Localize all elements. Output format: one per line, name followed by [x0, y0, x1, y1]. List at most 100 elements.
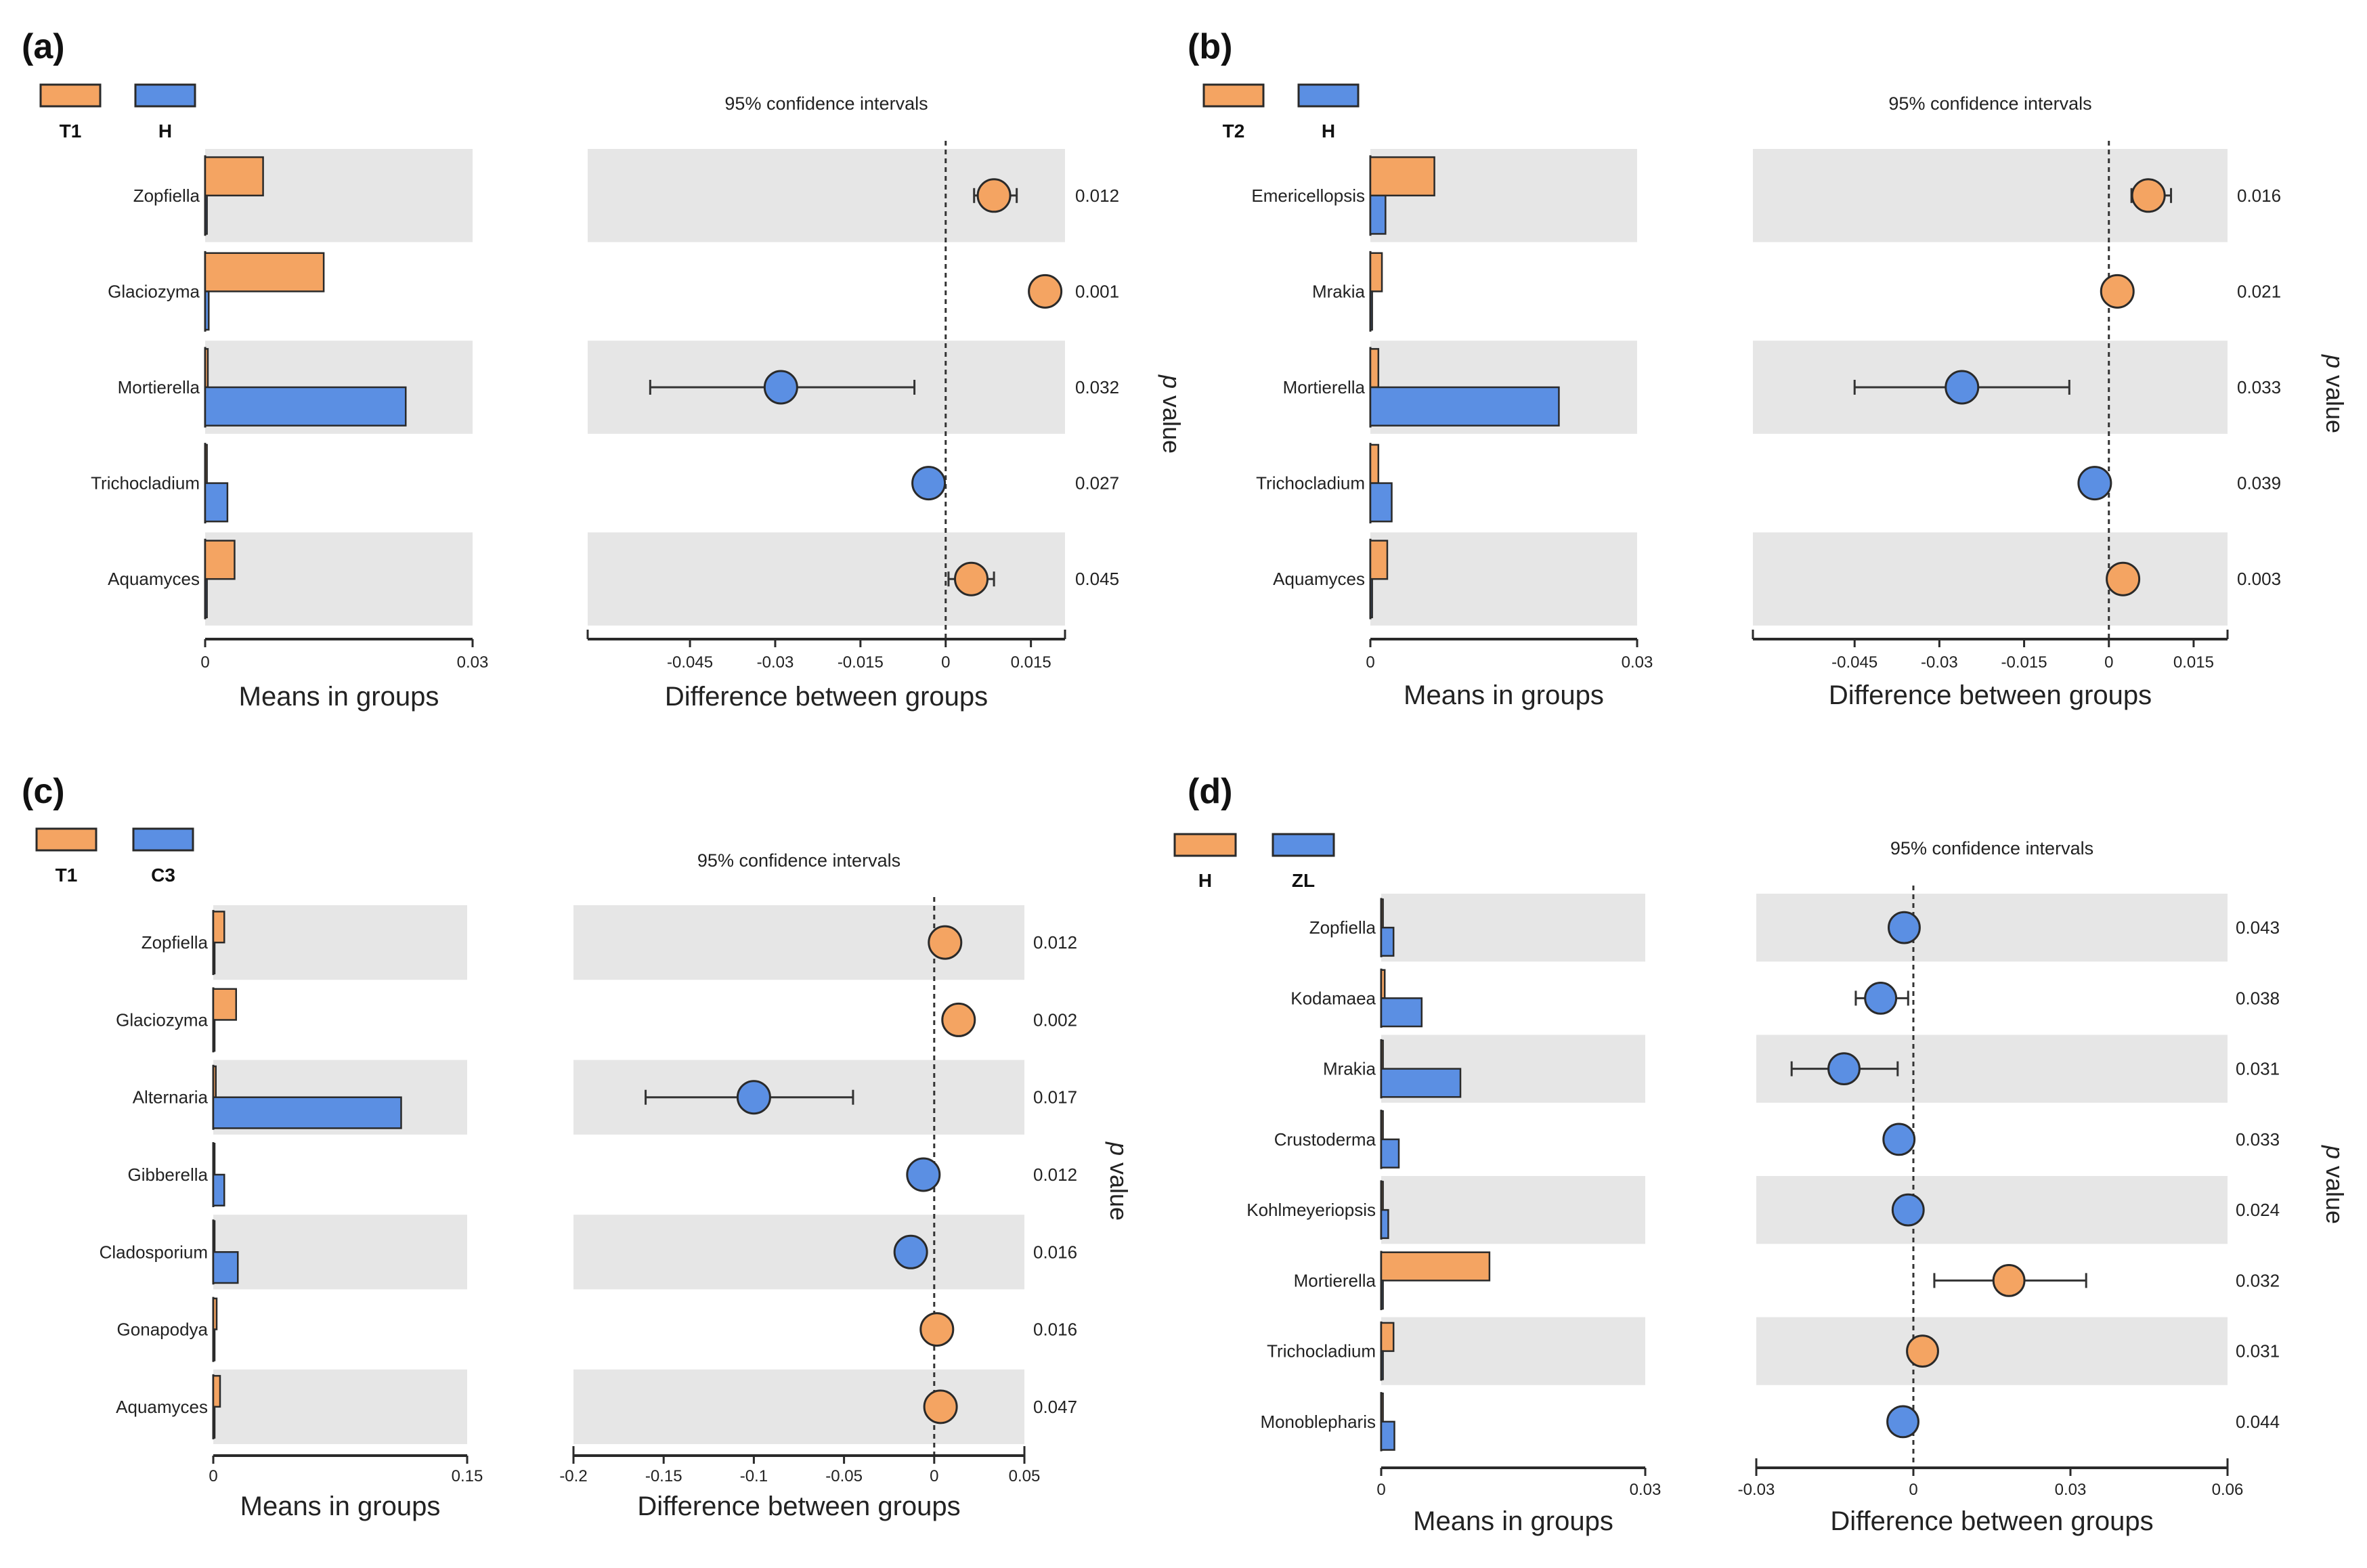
p-value-axis-label: p value: [1105, 1141, 1133, 1221]
bar-h: [1380, 1251, 1491, 1282]
panel-label: (a): [22, 27, 65, 66]
p-value-label: 0.033: [2237, 377, 2281, 397]
diff-point: [1864, 981, 1898, 1015]
bar-t2: [1369, 348, 1380, 389]
diff-point: [1891, 1193, 1925, 1227]
diff-tick-label: 0: [930, 1467, 938, 1485]
diff-tick-label: 0.015: [1011, 653, 1051, 672]
legend-label-c3: C3: [151, 865, 175, 886]
diff-point: [976, 178, 1012, 213]
diff-tick-label: -0.03: [1921, 653, 1958, 672]
legend-swatch-t1: [35, 827, 97, 852]
p-value-label: 0.002: [1033, 1009, 1077, 1030]
category-label: Mortierella: [1294, 1270, 1376, 1290]
diff-xlabel: Difference between groups: [1830, 1506, 2153, 1536]
bar-t2: [1369, 252, 1383, 292]
diff-xlabel: Difference between groups: [1829, 680, 2152, 710]
legend-swatch-t2: [1202, 83, 1265, 108]
bar-h: [204, 578, 208, 619]
p-value-label: 0.016: [2237, 186, 2281, 206]
bar-zl: [1380, 1138, 1400, 1169]
diff-tick-label: -0.15: [645, 1467, 682, 1485]
legend-label-t1: T1: [56, 865, 78, 886]
diff-point: [736, 1080, 771, 1115]
p-value-label: 0.001: [1075, 281, 1119, 301]
diff-point: [2077, 466, 2112, 501]
bar-t1: [212, 1065, 217, 1098]
diff-point: [893, 1234, 928, 1269]
means-xlabel: Means in groups: [1413, 1506, 1613, 1536]
category-label: Kodamaea: [1290, 988, 1376, 1008]
bar-h: [1369, 386, 1560, 427]
category-label: Aquamyces: [1273, 569, 1365, 589]
category-label: Trichocladium: [91, 473, 200, 494]
diff-tick-label: 0.05: [1009, 1467, 1041, 1485]
bar-h: [1380, 898, 1384, 929]
panel-b: (b) T2 H 95% confidence intervals Emericello…: [1188, 27, 2349, 710]
category-label: Mortierella: [1283, 377, 1366, 397]
means-tick-label: 0: [1376, 1481, 1385, 1499]
bar-h: [204, 386, 407, 427]
diff-point: [954, 561, 989, 596]
means-tick-label: 0.03: [1622, 653, 1653, 672]
bar-zl: [1380, 1068, 1462, 1098]
legend-label-t1: T1: [60, 121, 82, 141]
diff-point: [919, 1312, 955, 1347]
diff-point: [911, 466, 947, 501]
p-value-label: 0.003: [2237, 569, 2281, 589]
category-label: Crustoderma: [1274, 1129, 1376, 1150]
diff-point: [928, 925, 963, 960]
bar-h: [1380, 1039, 1384, 1070]
bar-h: [1369, 482, 1393, 523]
diff-point: [2100, 274, 2135, 309]
bar-t1: [204, 348, 209, 389]
category-label: Emericellopsis: [1251, 186, 1365, 206]
diff-xlabel: Difference between groups: [637, 1491, 960, 1521]
p-value-label: 0.043: [2236, 917, 2280, 938]
legend-swatch-c3: [132, 827, 194, 852]
p-value-italic: p: [1105, 1141, 1133, 1156]
bar-h: [1380, 1110, 1384, 1141]
bar-zl: [1380, 997, 1423, 1028]
category-label: Kohlmeyeriopsis: [1246, 1200, 1376, 1220]
diff-band: [1756, 1176, 2228, 1244]
means-tick-label: 0: [200, 653, 209, 672]
bar-c3: [212, 941, 216, 975]
ci-title: 95% confidence intervals: [1890, 838, 2093, 858]
p-value-label: 0.031: [2236, 1059, 2280, 1079]
bar-t2: [1369, 443, 1380, 484]
p-value-label: 0.017: [1033, 1087, 1077, 1108]
bar-c3: [212, 1251, 239, 1284]
category-label: Cladosporium: [100, 1242, 208, 1262]
bar-t2: [1369, 540, 1389, 580]
p-value-label: 0.012: [1033, 1164, 1077, 1185]
p-value-label: 0.039: [2237, 473, 2281, 494]
diff-tick-label: 0.015: [2173, 653, 2214, 672]
means-band: [205, 532, 473, 626]
means-band: [213, 905, 467, 980]
category-label: Mrakia: [1323, 1059, 1376, 1079]
diff-point: [906, 1157, 941, 1192]
p-value-label: 0.012: [1033, 932, 1077, 953]
bar-t1: [204, 540, 236, 580]
bar-t1: [204, 443, 208, 484]
panel-c: (c) T1 C3 95% confidence intervals Zopfiella…: [22, 772, 1133, 1521]
legend-label-h: H: [1198, 870, 1212, 891]
p-value-axis-label: p value: [1158, 374, 1186, 454]
bar-t1: [212, 911, 225, 944]
bar-t1: [212, 1297, 218, 1330]
diff-point: [1945, 370, 1980, 405]
bar-h: [1380, 969, 1386, 999]
legend-label-t2: T2: [1223, 121, 1245, 141]
p-value-label: 0.031: [2236, 1341, 2280, 1362]
category-label: Glaciozyma: [116, 1009, 208, 1030]
bar-h: [1380, 1181, 1384, 1211]
legend-swatch-t1: [39, 83, 102, 108]
bar-t1: [204, 252, 325, 292]
p-value-rest: value: [2321, 1159, 2349, 1224]
diff-point: [1827, 1052, 1861, 1086]
bar-h: [204, 290, 210, 331]
diff-tick-label: -0.045: [1831, 653, 1877, 672]
means-tick-label: 0: [209, 1467, 217, 1485]
bar-t2: [1369, 156, 1435, 197]
